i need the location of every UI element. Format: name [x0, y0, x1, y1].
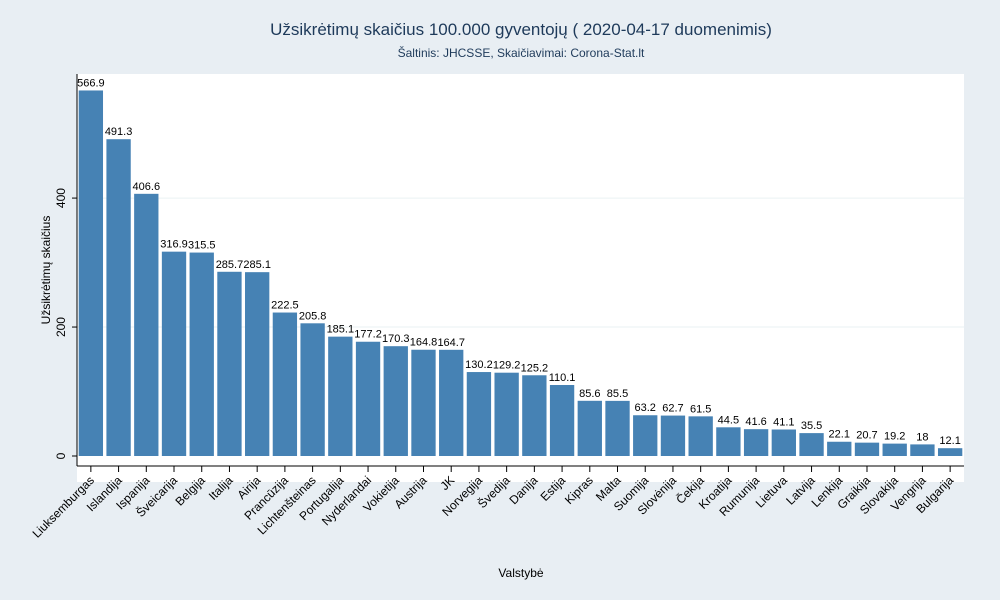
bar-value-label: 35.5 [801, 420, 822, 432]
chart-title: Užsikrėtimų skaičius 100.000 gyventojų (… [270, 20, 772, 39]
bar [522, 375, 547, 456]
bar-value-label: 63.2 [635, 402, 656, 414]
bar [633, 415, 658, 456]
bar [660, 415, 686, 456]
bar [549, 385, 575, 456]
bar-value-label: 125.2 [521, 362, 549, 374]
y-tick-label: 0 [54, 452, 68, 459]
bar [189, 252, 214, 456]
bar-value-label: 164.8 [410, 337, 438, 349]
bar-value-label: 177.2 [354, 329, 382, 341]
bar [355, 341, 381, 456]
bar [300, 323, 325, 456]
bar [383, 346, 408, 456]
y-axis: 0 200 400 [54, 74, 78, 466]
bar [605, 400, 630, 456]
bar-value-label: 285.7 [216, 259, 244, 271]
x-axis-title: Valstybė [498, 566, 543, 580]
bar-value-label: 41.6 [745, 416, 766, 428]
bar-value-label: 406.6 [133, 181, 161, 193]
bar [910, 444, 935, 456]
bar-value-label: 566.9 [77, 77, 105, 89]
bar-value-label: 222.5 [271, 300, 299, 312]
bar [577, 400, 602, 456]
bar [411, 349, 436, 456]
bar-value-label: 164.7 [437, 337, 465, 349]
bar [716, 427, 741, 456]
bar [466, 372, 492, 456]
bar [245, 272, 270, 456]
bar-value-label: 170.3 [382, 333, 410, 345]
bar-value-label: 315.5 [188, 240, 216, 252]
y-tick-label: 200 [54, 317, 68, 337]
bar [328, 336, 353, 456]
bar [827, 441, 852, 456]
bar-value-label: 85.5 [607, 388, 628, 400]
bar [799, 433, 824, 456]
bar [688, 416, 713, 456]
bar [272, 312, 298, 456]
bar [771, 429, 796, 456]
bar [937, 448, 963, 456]
bars [78, 90, 963, 456]
bar [161, 251, 187, 456]
bar-value-label: 110.1 [549, 372, 576, 384]
bar [134, 193, 159, 456]
bar-value-label: 130.2 [465, 359, 493, 371]
y-axis-title: Užsikrėtimų skaičius [39, 216, 53, 325]
bar-value-label: 12.1 [939, 435, 960, 447]
bar [217, 271, 242, 456]
bar-value-label: 129.2 [493, 360, 521, 372]
bar [854, 442, 880, 456]
bar [743, 429, 769, 456]
bar-value-label: 41.1 [773, 416, 794, 428]
bar-value-label: 19.2 [884, 431, 905, 443]
bar-value-label: 20.7 [856, 430, 877, 442]
bar-value-label: 62.7 [662, 403, 683, 415]
bar-value-label: 285.1 [243, 259, 271, 271]
bar-value-label: 44.5 [718, 414, 739, 426]
bar [78, 90, 104, 456]
bar-value-label: 85.6 [579, 388, 600, 400]
chart-subtitle: Šaltinis: JHCSSE, Skaičiavimai: Corona-S… [398, 45, 645, 60]
bar-value-label: 491.3 [105, 126, 133, 138]
y-tick-label: 400 [54, 188, 68, 208]
bar-value-label: 185.1 [327, 324, 355, 336]
bar-value-label: 205.8 [299, 310, 327, 322]
bar [106, 139, 131, 456]
bar-value-label: 61.5 [690, 403, 711, 415]
bar [494, 372, 519, 456]
bar [882, 443, 907, 456]
bar [439, 349, 464, 456]
bar-value-label: 18 [916, 431, 928, 443]
bar-value-label: 316.9 [160, 239, 188, 251]
bar-value-label: 22.1 [829, 429, 850, 441]
